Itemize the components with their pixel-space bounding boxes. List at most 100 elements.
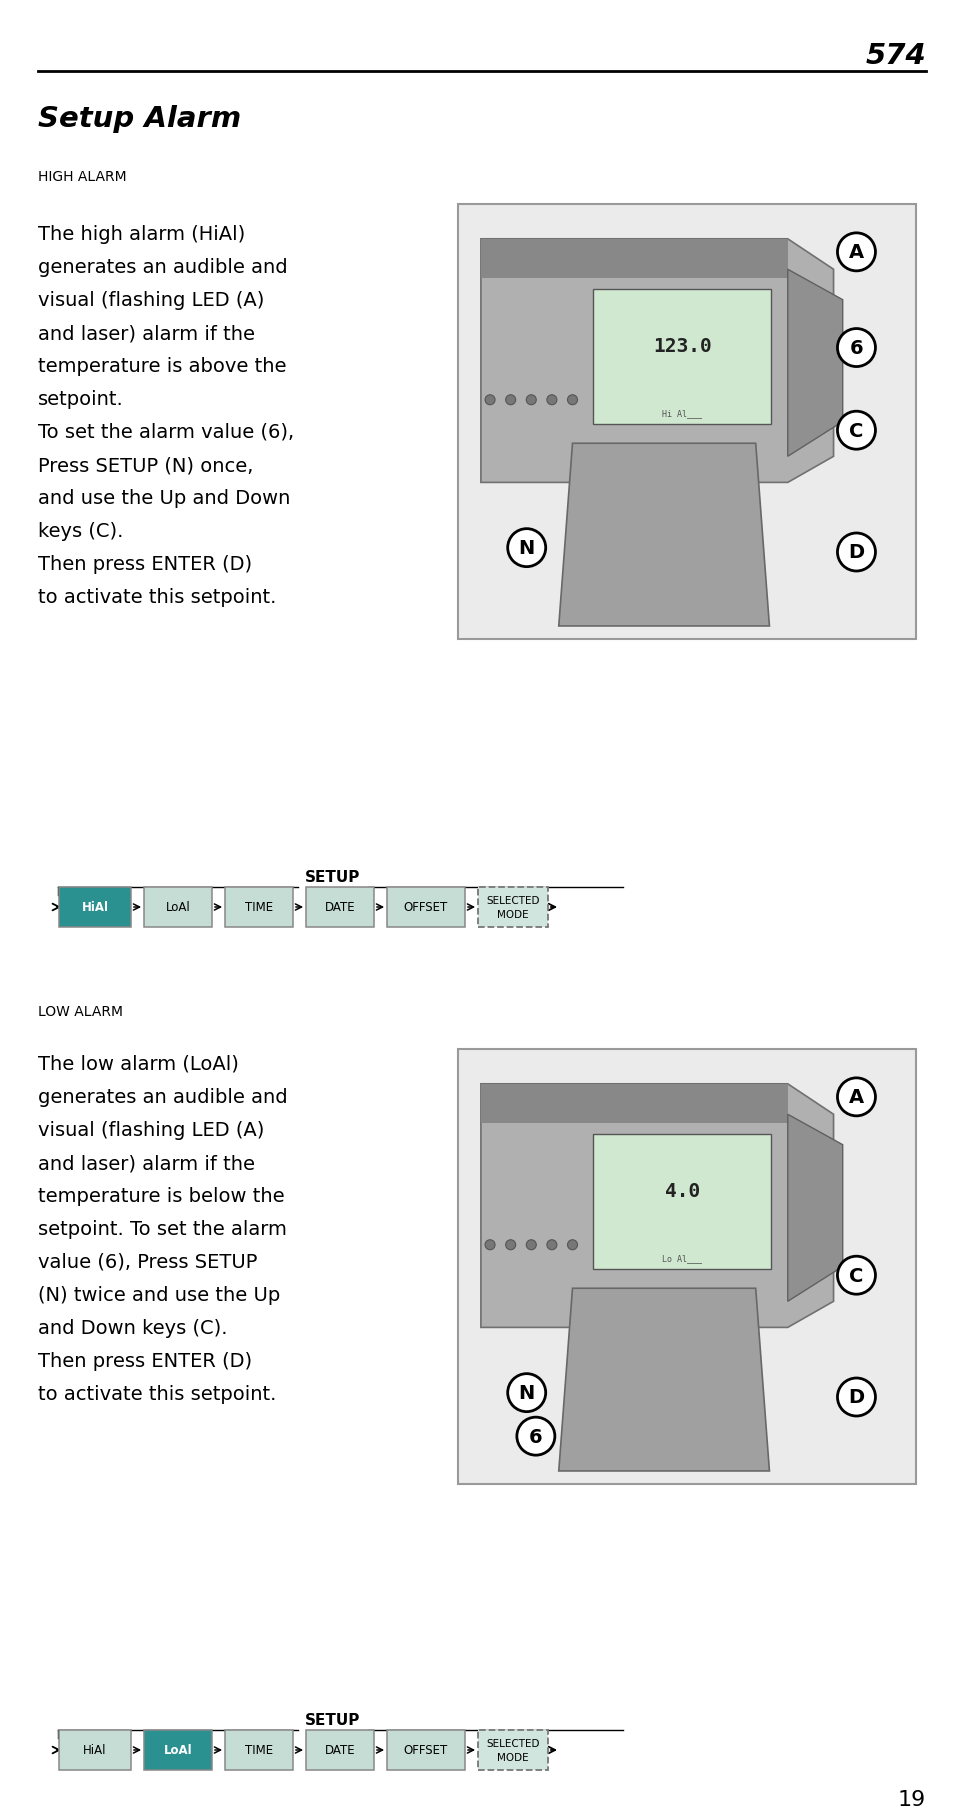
- Text: and Down keys (C).: and Down keys (C).: [38, 1319, 227, 1337]
- Circle shape: [837, 1256, 875, 1294]
- Text: OFFSET: OFFSET: [403, 1744, 448, 1756]
- Text: D: D: [847, 544, 863, 562]
- Circle shape: [546, 1240, 557, 1250]
- Text: LoAl: LoAl: [164, 1744, 193, 1756]
- Text: SELECTED: SELECTED: [486, 1738, 539, 1747]
- Circle shape: [567, 396, 577, 405]
- Text: TIME: TIME: [245, 1744, 273, 1756]
- FancyBboxPatch shape: [477, 887, 547, 927]
- FancyBboxPatch shape: [225, 887, 293, 927]
- Circle shape: [507, 529, 545, 567]
- Circle shape: [546, 396, 557, 405]
- Text: HiAl: HiAl: [81, 902, 109, 914]
- Circle shape: [484, 1240, 495, 1250]
- Text: generates an audible and: generates an audible and: [38, 1088, 287, 1106]
- FancyBboxPatch shape: [306, 1729, 374, 1771]
- Text: 19: 19: [897, 1789, 925, 1807]
- Text: value (6), Press SETUP: value (6), Press SETUP: [38, 1252, 257, 1272]
- Text: (N) twice and use the Up: (N) twice and use the Up: [38, 1285, 280, 1305]
- Circle shape: [526, 1240, 536, 1250]
- Text: to activate this setpoint.: to activate this setpoint.: [38, 587, 276, 607]
- Text: MODE: MODE: [497, 909, 528, 920]
- FancyBboxPatch shape: [144, 1729, 212, 1771]
- Circle shape: [505, 396, 516, 405]
- Polygon shape: [787, 1115, 841, 1301]
- Circle shape: [507, 1373, 545, 1411]
- Text: to activate this setpoint.: to activate this setpoint.: [38, 1384, 276, 1404]
- Text: Hi Al___: Hi Al___: [661, 408, 701, 417]
- FancyBboxPatch shape: [59, 887, 131, 927]
- Circle shape: [567, 1240, 577, 1250]
- Circle shape: [837, 533, 875, 571]
- Text: D: D: [847, 1388, 863, 1406]
- Circle shape: [505, 1240, 516, 1250]
- FancyBboxPatch shape: [457, 204, 915, 640]
- Text: N: N: [518, 1384, 535, 1402]
- Text: DATE: DATE: [324, 1744, 355, 1756]
- Text: 6: 6: [529, 1428, 542, 1446]
- Text: C: C: [848, 421, 862, 441]
- Text: visual (flashing LED (A): visual (flashing LED (A): [38, 1120, 264, 1140]
- Text: SETUP: SETUP: [305, 1711, 360, 1727]
- Text: TIME: TIME: [245, 902, 273, 914]
- Text: The low alarm (LoAl): The low alarm (LoAl): [38, 1055, 238, 1073]
- FancyBboxPatch shape: [593, 1135, 771, 1269]
- Text: and use the Up and Down: and use the Up and Down: [38, 488, 290, 508]
- Text: N: N: [518, 538, 535, 558]
- Text: 574: 574: [864, 42, 925, 70]
- Text: LOW ALARM: LOW ALARM: [38, 1005, 123, 1019]
- FancyBboxPatch shape: [225, 1729, 293, 1771]
- FancyBboxPatch shape: [593, 289, 771, 425]
- Text: 123.0: 123.0: [653, 338, 711, 356]
- Text: A: A: [848, 244, 863, 262]
- Polygon shape: [558, 1288, 769, 1471]
- Circle shape: [517, 1417, 555, 1455]
- Text: LoAl: LoAl: [166, 902, 191, 914]
- Text: To set the alarm value (6),: To set the alarm value (6),: [38, 423, 294, 441]
- Polygon shape: [480, 240, 833, 482]
- Text: DATE: DATE: [324, 902, 355, 914]
- Polygon shape: [558, 445, 769, 627]
- Text: HiAl: HiAl: [83, 1744, 107, 1756]
- FancyBboxPatch shape: [387, 887, 464, 927]
- Circle shape: [837, 329, 875, 367]
- FancyBboxPatch shape: [144, 887, 212, 927]
- Text: generates an audible and: generates an audible and: [38, 258, 287, 276]
- Text: setpoint. To set the alarm: setpoint. To set the alarm: [38, 1220, 287, 1238]
- Text: C: C: [848, 1267, 862, 1285]
- Polygon shape: [480, 1084, 833, 1328]
- Text: 4.0: 4.0: [664, 1182, 700, 1200]
- Text: setpoint.: setpoint.: [38, 390, 124, 408]
- Circle shape: [526, 396, 536, 405]
- Text: HIGH ALARM: HIGH ALARM: [38, 170, 127, 184]
- Text: and laser) alarm if the: and laser) alarm if the: [38, 323, 254, 343]
- Text: temperature is below the: temperature is below the: [38, 1187, 284, 1205]
- Polygon shape: [787, 269, 841, 457]
- FancyBboxPatch shape: [477, 1729, 547, 1771]
- FancyBboxPatch shape: [457, 1050, 915, 1484]
- Circle shape: [837, 412, 875, 450]
- Text: Press SETUP (N) once,: Press SETUP (N) once,: [38, 455, 253, 475]
- Text: and laser) alarm if the: and laser) alarm if the: [38, 1153, 254, 1173]
- Text: Then press ENTER (D): Then press ENTER (D): [38, 1352, 252, 1370]
- Text: Then press ENTER (D): Then press ENTER (D): [38, 555, 252, 573]
- Text: A: A: [848, 1088, 863, 1106]
- FancyBboxPatch shape: [387, 1729, 464, 1771]
- FancyBboxPatch shape: [59, 1729, 131, 1771]
- Text: Setup Alarm: Setup Alarm: [38, 105, 241, 134]
- Circle shape: [837, 1379, 875, 1417]
- Text: temperature is above the: temperature is above the: [38, 356, 286, 376]
- Circle shape: [837, 1079, 875, 1117]
- Text: OFFSET: OFFSET: [403, 902, 448, 914]
- Text: visual (flashing LED (A): visual (flashing LED (A): [38, 291, 264, 309]
- Circle shape: [837, 233, 875, 271]
- Polygon shape: [480, 240, 787, 278]
- Polygon shape: [480, 1084, 787, 1124]
- Text: 6: 6: [849, 340, 862, 358]
- Text: Lo Al___: Lo Al___: [661, 1254, 701, 1263]
- FancyBboxPatch shape: [306, 887, 374, 927]
- Text: SETUP: SETUP: [305, 869, 360, 884]
- Text: The high alarm (HiAl): The high alarm (HiAl): [38, 224, 245, 244]
- Text: MODE: MODE: [497, 1753, 528, 1762]
- Text: SELECTED: SELECTED: [486, 896, 539, 905]
